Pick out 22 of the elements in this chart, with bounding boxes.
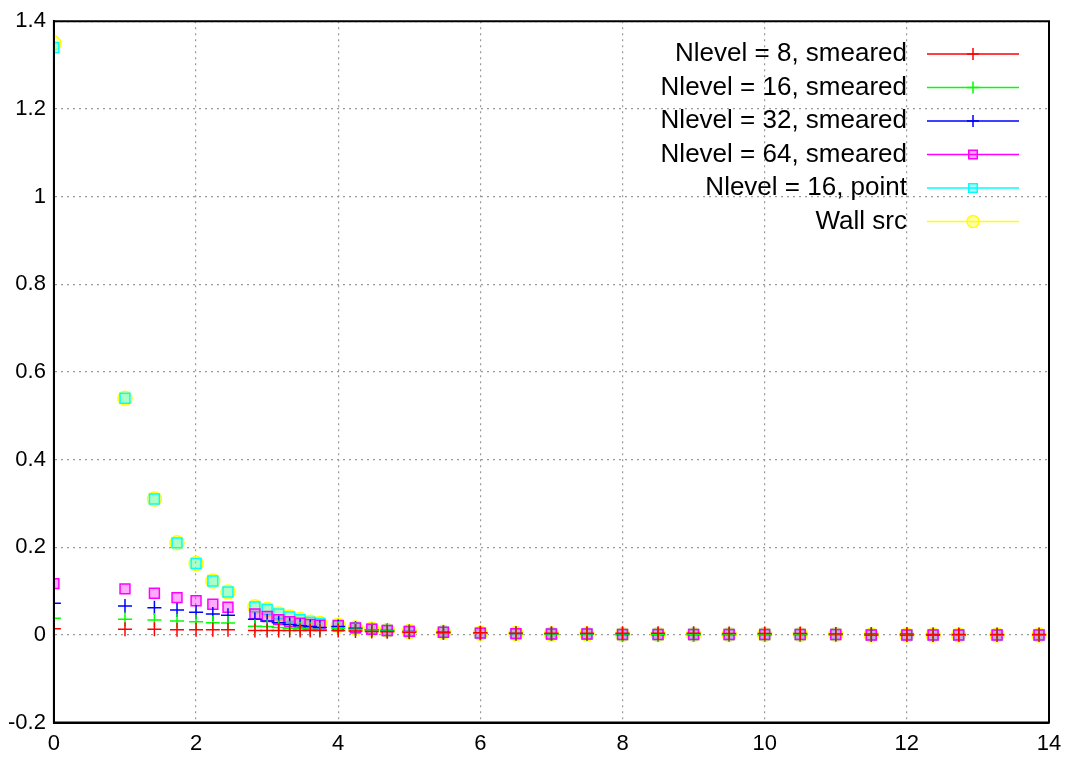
y-tick-label: 0.4 (15, 445, 46, 471)
x-tick-label: 12 (894, 729, 920, 755)
y-tick-label: 1 (33, 182, 46, 208)
x-tick-label: 4 (332, 729, 345, 755)
x-tick-label: 14 (1036, 729, 1062, 755)
legend-label: Nlevel = 32, smeared (660, 104, 907, 135)
legend-label: Nlevel = 64, smeared (660, 137, 907, 168)
legend-label: Nlevel = 16, point (705, 171, 908, 202)
y-tick-label: 0.6 (15, 357, 46, 383)
y-tick-label: 0.2 (15, 533, 46, 559)
x-tick-label: 8 (616, 729, 629, 755)
y-tick-label: -0.2 (7, 708, 46, 734)
legend-label: Nlevel = 16, smeared (660, 70, 907, 101)
y-tick-label: 1.2 (15, 94, 46, 120)
x-tick-label: 2 (189, 729, 203, 755)
legend-label: Nlevel = 8, smeared (675, 37, 907, 68)
x-tick-label: 6 (474, 729, 487, 755)
y-tick-label: 0.8 (15, 270, 46, 296)
x-tick-label: 10 (752, 729, 777, 755)
y-tick-label: 1.4 (15, 7, 46, 33)
y-tick-label: 0 (33, 620, 46, 646)
legend-label: Wall src (815, 204, 907, 235)
